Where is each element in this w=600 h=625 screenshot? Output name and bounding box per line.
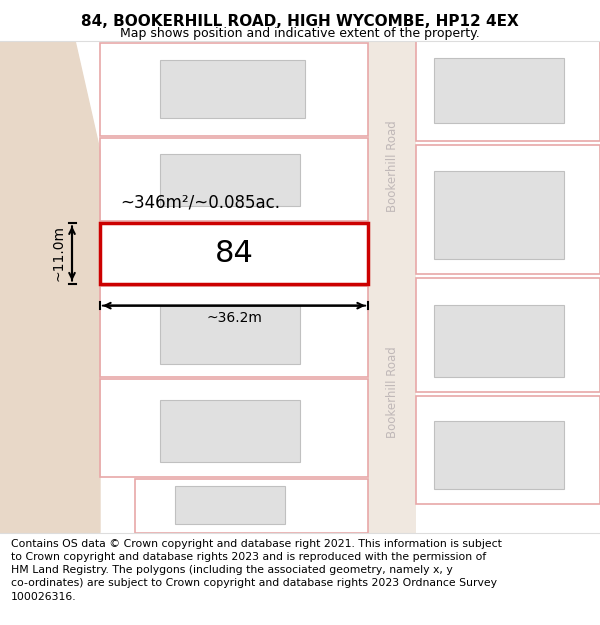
Text: 84: 84 bbox=[215, 239, 253, 268]
Bar bbox=[434, 304, 564, 377]
Bar bbox=[434, 421, 564, 489]
Text: ~36.2m: ~36.2m bbox=[206, 311, 262, 324]
Bar bbox=[160, 60, 305, 118]
Bar bbox=[100, 379, 368, 478]
Text: Bookerhill Road: Bookerhill Road bbox=[386, 120, 398, 212]
Bar bbox=[434, 171, 564, 259]
Bar bbox=[416, 145, 600, 274]
Bar bbox=[100, 138, 368, 221]
Bar bbox=[135, 479, 368, 532]
Bar bbox=[100, 42, 368, 136]
Bar bbox=[100, 223, 368, 284]
Bar bbox=[416, 396, 600, 504]
Text: ~11.0m: ~11.0m bbox=[52, 226, 66, 281]
Polygon shape bbox=[0, 41, 100, 532]
Bar bbox=[160, 400, 300, 462]
Text: Contains OS data © Crown copyright and database right 2021. This information is : Contains OS data © Crown copyright and d… bbox=[11, 539, 502, 601]
Text: Bookerhill Road: Bookerhill Road bbox=[386, 346, 398, 438]
Bar bbox=[368, 41, 416, 532]
Text: Map shows position and indicative extent of the property.: Map shows position and indicative extent… bbox=[120, 28, 480, 41]
Text: 84, BOOKERHILL ROAD, HIGH WYCOMBE, HP12 4EX: 84, BOOKERHILL ROAD, HIGH WYCOMBE, HP12 … bbox=[81, 14, 519, 29]
Bar bbox=[175, 486, 285, 524]
Bar bbox=[416, 278, 600, 392]
Bar bbox=[416, 41, 600, 141]
Text: ~346m²/~0.085ac.: ~346m²/~0.085ac. bbox=[120, 193, 280, 211]
Bar bbox=[160, 306, 300, 364]
Bar bbox=[434, 58, 564, 123]
Bar bbox=[160, 154, 300, 206]
Bar bbox=[100, 286, 368, 377]
